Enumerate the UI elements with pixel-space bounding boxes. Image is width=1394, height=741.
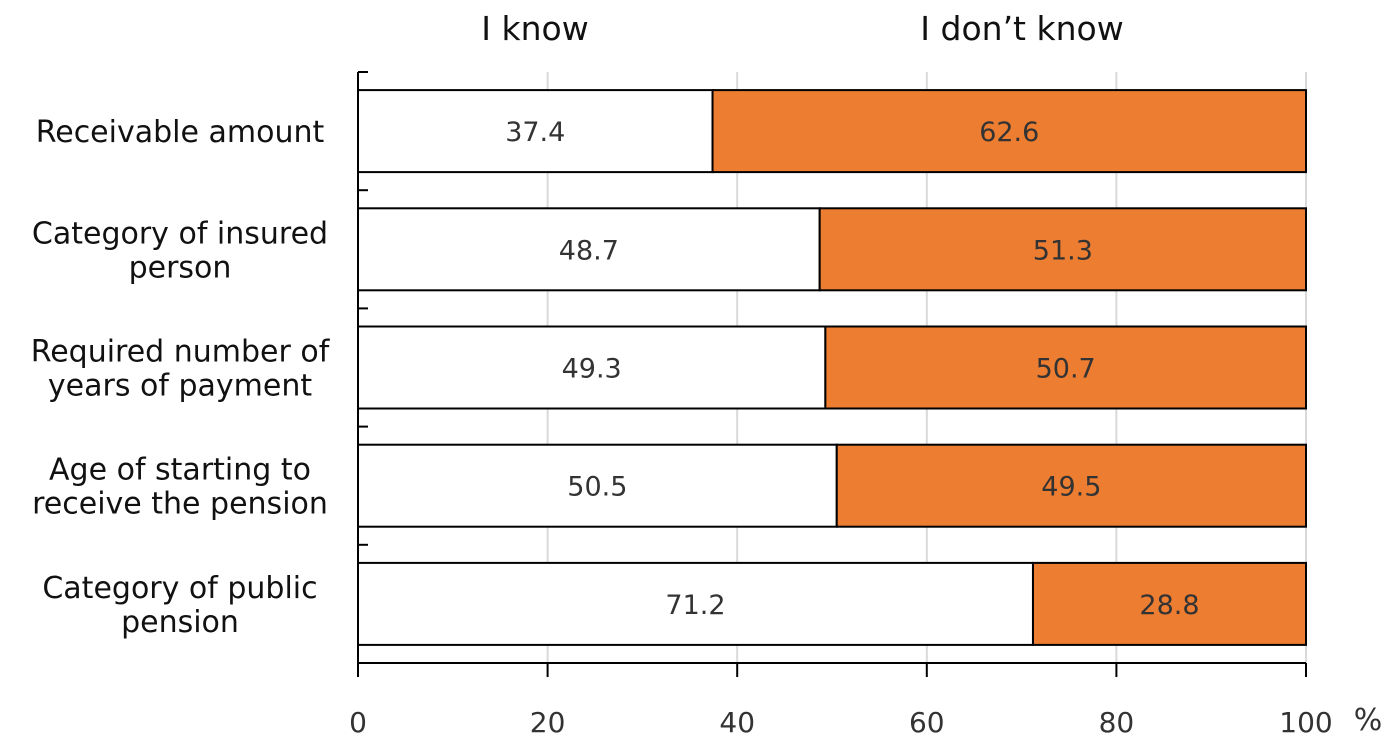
bar-dont-know: [818, 207, 1308, 292]
axes: [357, 71, 1307, 677]
x-tick-label: 60: [909, 706, 945, 739]
bar-dont-know: [824, 325, 1307, 410]
data-label: 62.6: [979, 117, 1039, 148]
category-label: pension: [121, 605, 239, 640]
bar-dont-know: [1031, 561, 1307, 646]
bars: [357, 89, 1308, 646]
bar-know: [357, 325, 827, 410]
bar-dont-know: [711, 89, 1307, 174]
category-label: Required number of: [31, 335, 331, 370]
bar-know: [357, 89, 714, 174]
bar-know: [357, 207, 821, 292]
data-label: 49.3: [562, 354, 622, 385]
category-label: Category of public: [42, 571, 317, 606]
data-label: 49.5: [1041, 472, 1101, 503]
series-label: I know: [481, 9, 588, 48]
x-tick-label: 20: [530, 706, 566, 739]
x-tick-label: 0: [349, 706, 367, 739]
data-label: 71.2: [665, 590, 725, 621]
bar-know: [357, 561, 1034, 646]
category-label: person: [129, 250, 232, 285]
x-tick-label: 40: [719, 706, 755, 739]
data-label: 48.7: [559, 235, 619, 266]
data-label: 37.4: [505, 117, 565, 148]
data-label: 51.3: [1033, 235, 1093, 266]
category-label: Age of starting to: [49, 453, 311, 488]
data-label: 50.5: [567, 472, 627, 503]
x-unit-label: %: [1354, 703, 1383, 738]
data-label: 28.8: [1139, 590, 1199, 621]
category-label: Category of insured: [32, 216, 328, 251]
bar-know: [357, 443, 838, 528]
category-label: Receivable amount: [36, 115, 325, 150]
data-label: 50.7: [1036, 354, 1096, 385]
x-tick-label: 100: [1279, 706, 1332, 739]
x-tick-label: 80: [1099, 706, 1135, 739]
category-label: receive the pension: [32, 487, 328, 522]
series-label: I don’t know: [920, 9, 1123, 48]
category-label: years of payment: [48, 369, 312, 404]
labels: 37.4 62.6 Receivable amount 48.7 51.3 Categor…: [31, 9, 1383, 739]
bar-dont-know: [835, 443, 1307, 528]
